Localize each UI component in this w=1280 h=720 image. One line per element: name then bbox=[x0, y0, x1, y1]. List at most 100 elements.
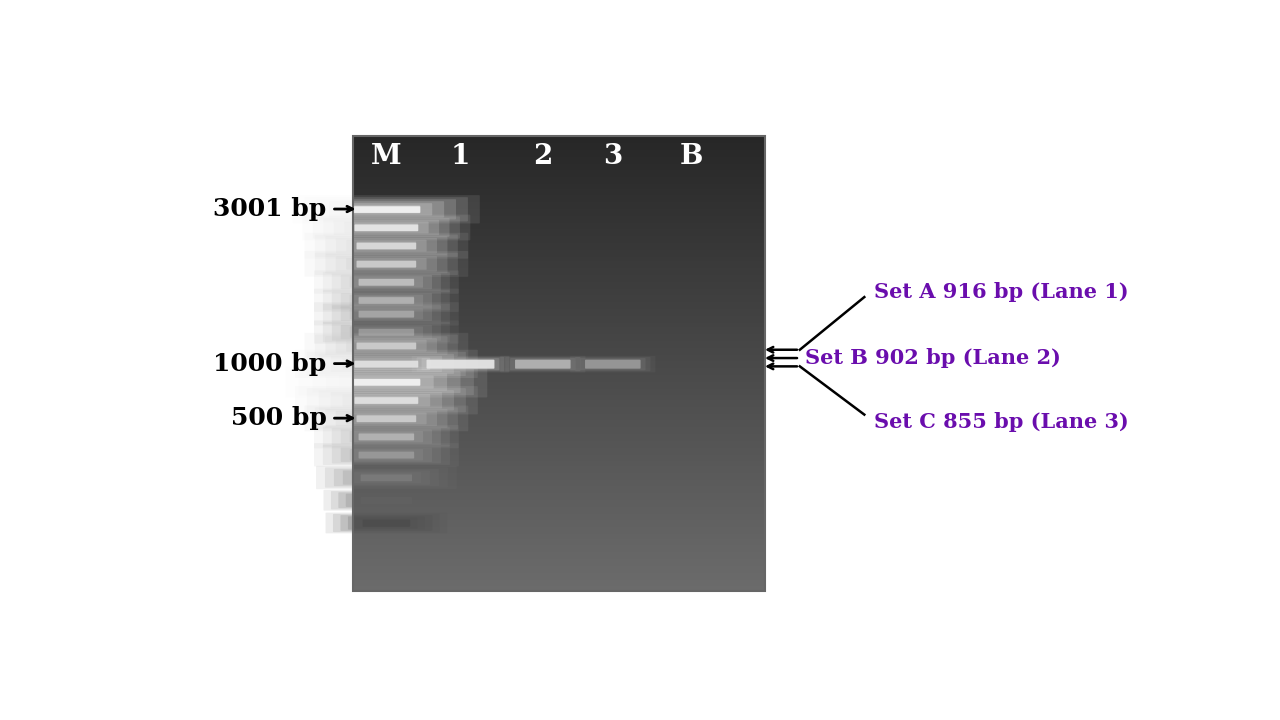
FancyBboxPatch shape bbox=[585, 360, 640, 369]
Bar bbox=[353, 434, 765, 436]
FancyBboxPatch shape bbox=[357, 241, 416, 250]
Bar bbox=[353, 559, 765, 562]
FancyBboxPatch shape bbox=[330, 356, 442, 372]
Bar bbox=[353, 204, 765, 207]
Text: M: M bbox=[371, 143, 402, 170]
Bar bbox=[353, 575, 765, 577]
Bar bbox=[353, 252, 765, 254]
Bar bbox=[353, 432, 765, 434]
Bar bbox=[353, 323, 765, 325]
Bar bbox=[353, 554, 765, 557]
Bar bbox=[353, 225, 765, 228]
FancyBboxPatch shape bbox=[333, 514, 440, 532]
Bar bbox=[353, 518, 765, 521]
Bar bbox=[353, 357, 765, 359]
Bar bbox=[353, 279, 765, 282]
Bar bbox=[353, 271, 765, 273]
Bar bbox=[353, 325, 765, 327]
Bar bbox=[353, 150, 765, 152]
FancyBboxPatch shape bbox=[315, 253, 458, 275]
FancyBboxPatch shape bbox=[334, 469, 439, 486]
Bar bbox=[353, 238, 765, 241]
Bar bbox=[353, 570, 765, 572]
FancyBboxPatch shape bbox=[349, 276, 424, 288]
Bar bbox=[353, 228, 765, 230]
FancyBboxPatch shape bbox=[332, 274, 440, 291]
Bar bbox=[353, 377, 765, 379]
FancyBboxPatch shape bbox=[314, 320, 458, 343]
Bar bbox=[353, 541, 765, 543]
Bar bbox=[353, 266, 765, 268]
Bar bbox=[353, 161, 765, 163]
Bar bbox=[353, 207, 765, 209]
FancyBboxPatch shape bbox=[346, 258, 426, 270]
Bar bbox=[353, 287, 765, 289]
FancyBboxPatch shape bbox=[323, 426, 449, 446]
Bar bbox=[353, 230, 765, 232]
FancyBboxPatch shape bbox=[325, 374, 447, 391]
FancyBboxPatch shape bbox=[335, 338, 436, 354]
Bar bbox=[353, 400, 765, 402]
Bar bbox=[353, 466, 765, 468]
FancyBboxPatch shape bbox=[314, 443, 458, 467]
Bar bbox=[353, 241, 765, 243]
Bar bbox=[353, 284, 765, 287]
Bar bbox=[353, 202, 765, 204]
Bar bbox=[353, 498, 765, 500]
Bar bbox=[353, 532, 765, 534]
FancyBboxPatch shape bbox=[329, 201, 444, 217]
Bar bbox=[353, 141, 765, 143]
FancyBboxPatch shape bbox=[349, 294, 424, 306]
Bar bbox=[353, 552, 765, 554]
FancyBboxPatch shape bbox=[343, 394, 430, 406]
FancyBboxPatch shape bbox=[312, 216, 460, 238]
FancyBboxPatch shape bbox=[361, 498, 412, 504]
Bar bbox=[353, 352, 765, 354]
FancyBboxPatch shape bbox=[575, 357, 650, 372]
Bar bbox=[353, 166, 765, 168]
Bar bbox=[353, 314, 765, 316]
Bar bbox=[353, 475, 765, 477]
FancyBboxPatch shape bbox=[294, 350, 477, 378]
FancyBboxPatch shape bbox=[358, 451, 415, 459]
FancyBboxPatch shape bbox=[300, 369, 474, 395]
FancyBboxPatch shape bbox=[316, 466, 457, 489]
Bar bbox=[353, 305, 765, 307]
Text: 3001 bp: 3001 bp bbox=[214, 197, 326, 221]
FancyBboxPatch shape bbox=[340, 275, 431, 289]
Bar bbox=[353, 191, 765, 193]
Bar bbox=[353, 145, 765, 148]
FancyBboxPatch shape bbox=[314, 271, 458, 294]
Bar bbox=[353, 582, 765, 584]
FancyBboxPatch shape bbox=[355, 361, 419, 367]
FancyBboxPatch shape bbox=[323, 445, 449, 465]
FancyBboxPatch shape bbox=[356, 518, 417, 528]
FancyBboxPatch shape bbox=[307, 352, 466, 376]
Bar bbox=[353, 346, 765, 348]
Bar bbox=[353, 364, 765, 366]
Bar bbox=[353, 179, 765, 181]
FancyBboxPatch shape bbox=[585, 359, 640, 369]
Bar bbox=[353, 389, 765, 391]
FancyBboxPatch shape bbox=[358, 311, 415, 318]
Bar bbox=[353, 236, 765, 238]
FancyBboxPatch shape bbox=[323, 304, 449, 324]
Bar bbox=[353, 293, 765, 295]
FancyBboxPatch shape bbox=[332, 323, 440, 341]
Bar bbox=[353, 163, 765, 166]
Bar bbox=[353, 382, 765, 384]
Bar bbox=[353, 513, 765, 516]
Bar bbox=[353, 416, 765, 418]
Bar bbox=[353, 307, 765, 309]
Bar bbox=[353, 511, 765, 513]
Bar bbox=[353, 589, 765, 591]
FancyBboxPatch shape bbox=[332, 428, 440, 445]
Bar bbox=[353, 168, 765, 171]
FancyBboxPatch shape bbox=[580, 358, 645, 370]
FancyBboxPatch shape bbox=[500, 356, 585, 372]
FancyBboxPatch shape bbox=[334, 220, 439, 235]
FancyBboxPatch shape bbox=[358, 433, 415, 440]
FancyBboxPatch shape bbox=[348, 516, 425, 530]
Bar bbox=[353, 548, 765, 550]
Bar bbox=[353, 509, 765, 511]
